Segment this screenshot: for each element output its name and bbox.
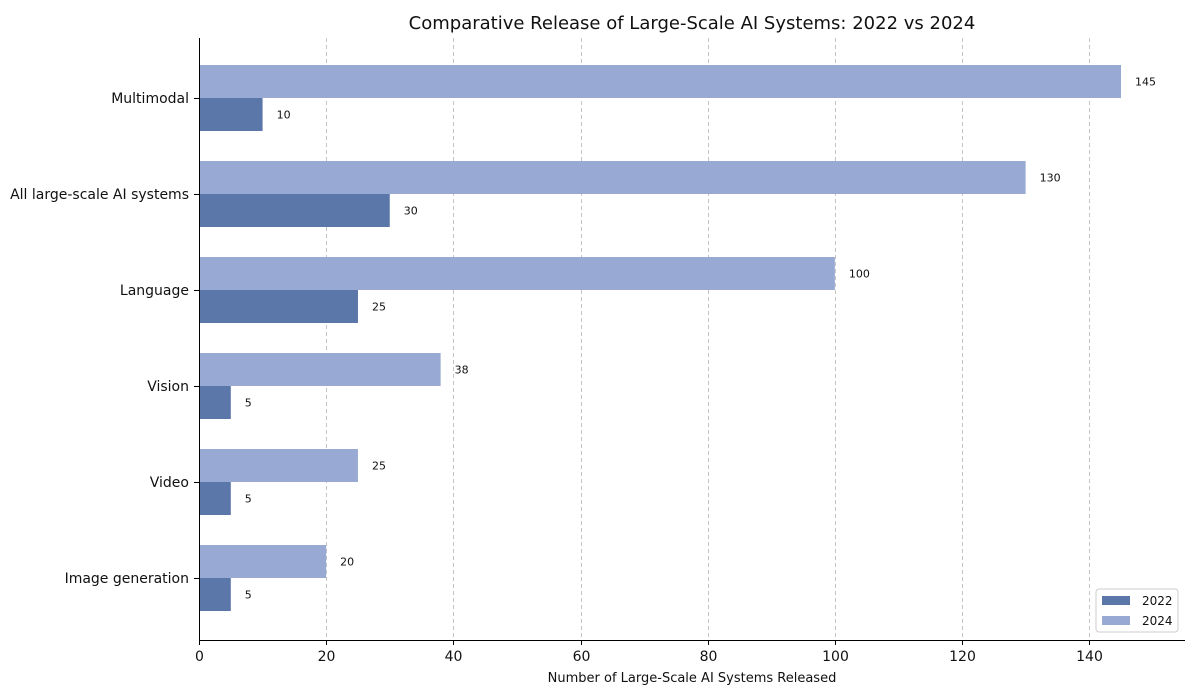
x-tick-label: 0 [195,649,204,665]
data-label-2024: 145 [1135,76,1156,89]
x-axis-title: Number of Large-Scale AI Systems Release… [548,671,837,686]
data-label-2022: 5 [245,397,252,410]
bar-2024-5 [199,545,327,578]
bar-2024-0 [199,65,1121,98]
legend: 2022 2024 [1095,588,1179,633]
bars [199,65,1121,611]
x-tick-label: 60 [573,649,591,665]
data-label-2024: 130 [1040,172,1061,185]
category-label: Multimodal [111,91,189,107]
legend-label-2022: 2022 [1142,594,1173,608]
bar-2022-4 [199,482,231,515]
x-tick-label: 100 [822,649,849,665]
legend-swatch-2024 [1102,616,1130,625]
bar-2022-3 [199,386,231,419]
x-tick-label: 120 [949,649,976,665]
legend-label-2024: 2024 [1142,614,1173,628]
data-label-2022: 5 [245,589,252,602]
x-tick-label: 20 [318,649,336,665]
legend-swatch-2022 [1102,596,1130,605]
bar-2022-5 [199,578,231,611]
x-tick-label: 40 [445,649,463,665]
data-label-2022: 25 [372,301,386,314]
data-label-2024: 38 [455,364,469,377]
category-label: Image generation [65,571,189,587]
data-label-2024: 25 [372,460,386,473]
data-label-2022: 10 [277,109,291,122]
bar-2022-0 [199,98,263,131]
data-label-2022: 5 [245,493,252,506]
labels: 145 10 Multimodal 130 30 All large-scale AI s… [10,76,1156,602]
bar-2022-2 [199,290,358,323]
x-tick-label: 80 [700,649,718,665]
bar-2024-2 [199,257,835,290]
bar-2024-3 [199,353,441,386]
gridlines [326,38,1090,640]
category-label: Video [150,475,189,491]
category-label: Language [120,283,189,299]
x-axis-ticks: 0 20 40 60 80 100 120 140 [195,640,1103,665]
bar-2024-1 [199,161,1026,194]
category-label: Vision [147,379,189,395]
data-label-2022: 30 [404,205,418,218]
category-label: All large-scale AI systems [10,187,189,203]
bar-2024-4 [199,449,358,482]
chart-title: Comparative Release of Large-Scale AI Sy… [409,13,976,34]
x-tick-label: 140 [1076,649,1103,665]
data-label-2024: 100 [849,268,870,281]
bar-2022-1 [199,194,390,227]
data-label-2024: 20 [340,556,354,569]
